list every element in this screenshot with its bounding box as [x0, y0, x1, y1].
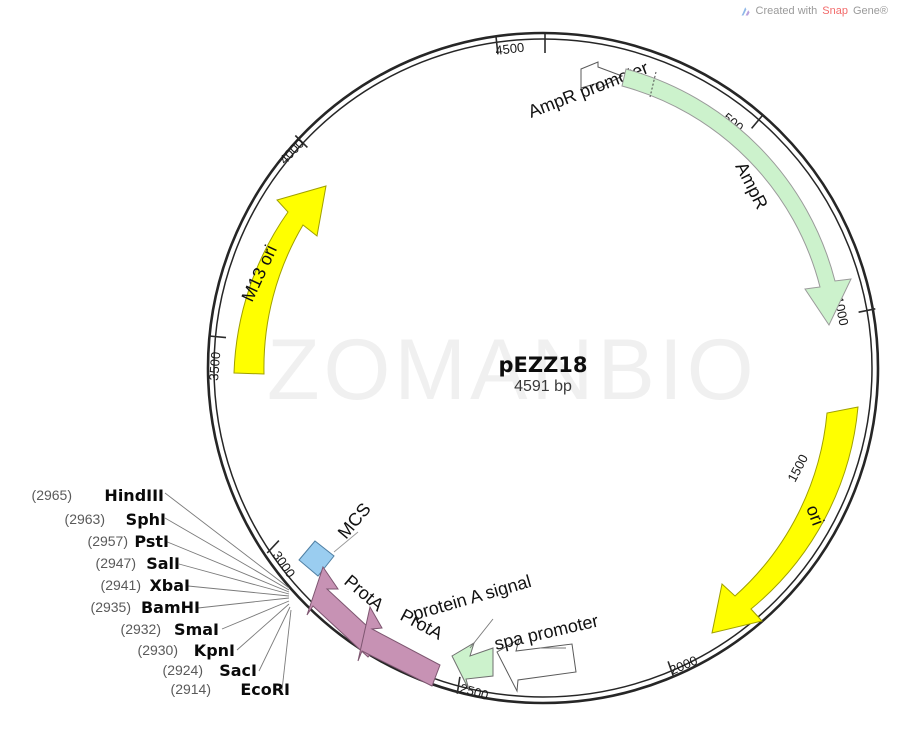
- svg-text:(2924): (2924): [163, 662, 203, 678]
- feature-ampr[interactable]: [621, 68, 852, 327]
- feature-ori[interactable]: [711, 406, 859, 634]
- feature-protein-a-signal[interactable]: [451, 618, 494, 691]
- enzyme-leader-lines: [164, 492, 292, 691]
- plasmid-size: 4591 bp: [514, 378, 572, 395]
- svg-text:SalI: SalI: [146, 554, 180, 573]
- svg-text:(2935): (2935): [91, 599, 131, 615]
- feature-spa-promoter[interactable]: [496, 637, 577, 693]
- credit-prefix: Created with: [755, 5, 818, 17]
- credit-brand-gene: Gene®: [852, 5, 888, 17]
- svg-text:2000: 2000: [667, 653, 699, 678]
- svg-text:3500: 3500: [206, 351, 223, 381]
- enzyme-row-saci[interactable]: (2924) SacI: [163, 661, 257, 680]
- page-title: pEZZ18: [498, 353, 587, 377]
- svg-text:XbaI: XbaI: [149, 576, 190, 595]
- feature-mcs[interactable]: [298, 531, 359, 577]
- tick-4500: 4500: [495, 37, 526, 58]
- feature-ampr-promoter[interactable]: [580, 61, 624, 90]
- svg-text:PstI: PstI: [134, 532, 169, 551]
- enzyme-row-xbai[interactable]: (2941) XbaI: [101, 576, 190, 595]
- svg-text:3000: 3000: [270, 548, 299, 580]
- snapgene-credit: Created with Snap Gene®: [740, 5, 888, 17]
- svg-text:(2965): (2965): [32, 487, 72, 503]
- backbone-outer-circle: [206, 31, 880, 705]
- feature-label-protein-a-signal: protein A signal: [411, 571, 534, 624]
- svg-text:1500: 1500: [784, 452, 811, 485]
- enzyme-row-ecori[interactable]: (2914) EcoRI: [171, 680, 290, 699]
- svg-text:4000: 4000: [276, 136, 307, 167]
- tick-3500: 3500: [206, 335, 227, 381]
- svg-text:HindIII: HindIII: [104, 486, 164, 505]
- svg-text:EcoRI: EcoRI: [240, 680, 290, 699]
- svg-text:(2957): (2957): [88, 533, 128, 549]
- watermark-zomanbio: ZOMANBIO: [267, 322, 758, 418]
- tick-2500: 2500: [456, 676, 490, 703]
- enzyme-row-psti[interactable]: (2957) PstI: [88, 532, 169, 551]
- svg-text:(2914): (2914): [171, 681, 211, 697]
- svg-text:(2947): (2947): [96, 555, 136, 571]
- enzyme-row-bamhi[interactable]: (2935) BamHI: [91, 598, 200, 617]
- svg-text:4500: 4500: [495, 40, 526, 58]
- enzyme-row-kpni[interactable]: (2930) KpnI: [138, 641, 235, 660]
- svg-text:SphI: SphI: [126, 510, 166, 529]
- enzyme-row-hindiii[interactable]: (2965) HindIII: [32, 486, 164, 505]
- credit-brand-snap: Snap: [822, 5, 848, 17]
- backbone-inner-circle: [213, 38, 873, 698]
- enzyme-row-sali[interactable]: (2947) SalI: [96, 554, 180, 573]
- feature-m13-ori[interactable]: [233, 185, 327, 375]
- feature-prota-2[interactable]: [357, 605, 441, 687]
- enzyme-list: (2965) HindIII (2963) SphI (2957) PstI (…: [32, 486, 290, 699]
- tick-2000: 2000: [667, 653, 699, 678]
- tick-4000: 4000: [276, 134, 308, 167]
- enzyme-row-smai[interactable]: (2932) SmaI: [121, 620, 219, 639]
- svg-text:(2963): (2963): [65, 511, 105, 527]
- svg-text:SacI: SacI: [219, 661, 257, 680]
- svg-text:(2930): (2930): [138, 642, 178, 658]
- svg-text:(2941): (2941): [101, 577, 141, 593]
- svg-text:(2932): (2932): [121, 621, 161, 637]
- svg-text:2500: 2500: [458, 680, 490, 702]
- feature-label-mcs: MCS: [334, 499, 375, 542]
- svg-text:BamHI: BamHI: [141, 598, 200, 617]
- enzyme-row-sphi[interactable]: (2963) SphI: [65, 510, 166, 529]
- svg-text:KpnI: KpnI: [194, 641, 235, 660]
- svg-text:SmaI: SmaI: [174, 620, 219, 639]
- snapgene-logo-icon: [740, 6, 751, 17]
